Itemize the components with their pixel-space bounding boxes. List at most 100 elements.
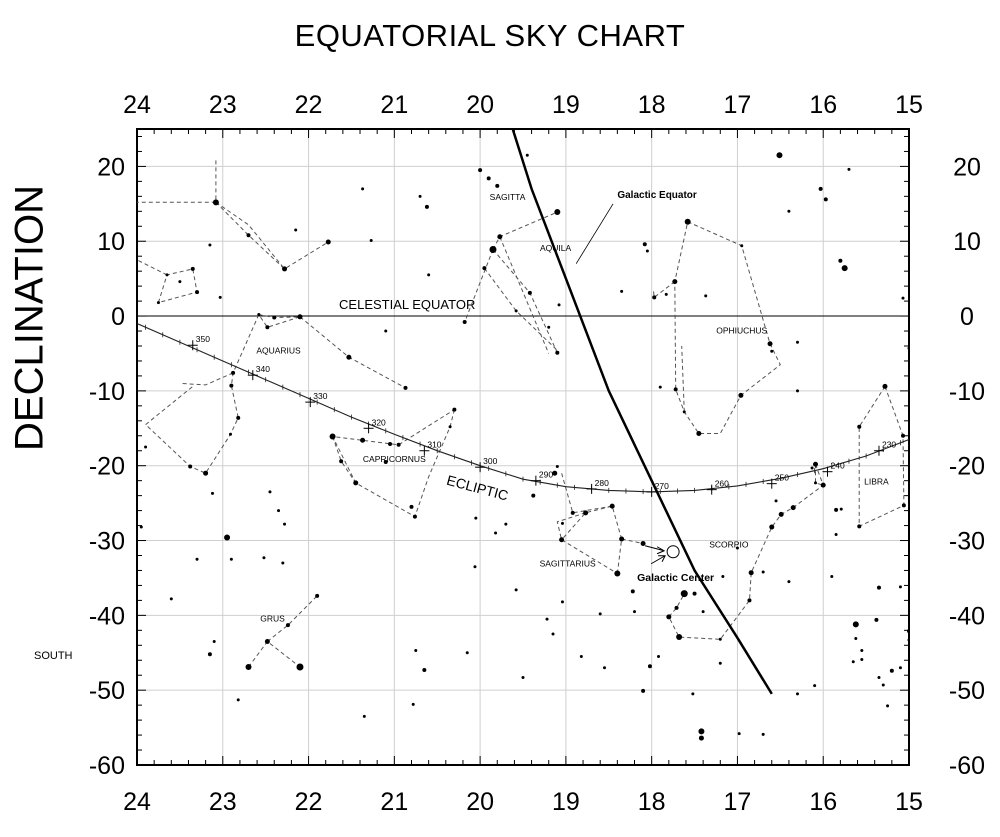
star [672,279,678,285]
star [774,499,778,503]
x-tick-label-bottom: 24 [123,788,151,816]
star [761,732,765,736]
ecliptic-marker-label: 340 [256,364,270,374]
star [682,410,686,414]
star [208,243,212,247]
star [396,442,401,447]
constellation-line [560,505,623,574]
constellation-line [815,464,824,486]
star [877,675,881,679]
star [218,295,222,299]
star [360,437,366,443]
star [560,521,564,525]
star [795,389,799,393]
x-tick-label-top: 24 [123,91,151,119]
star [178,280,182,284]
ecliptic-marker-label: 330 [313,391,327,401]
star [900,433,905,438]
y-tick-label-left: 20 [97,153,125,181]
galactic-equator-leader [575,203,614,264]
star [814,481,818,485]
star [795,692,799,696]
ecliptic-marker-label: 270 [655,481,669,491]
star [810,466,814,470]
star [272,315,277,320]
star [769,524,775,530]
x-tick-label-top: 17 [724,91,752,119]
star [525,153,529,157]
constellation-line [215,201,329,270]
constellation-line [215,201,285,270]
x-tick-label-bottom: 23 [209,788,237,816]
star [282,266,288,272]
star [658,385,662,389]
star [353,480,359,486]
star [165,273,169,277]
x-tick-label-top: 15 [895,91,923,119]
star [229,557,233,561]
star [841,265,848,272]
constellation-label: CAPRICORNUS [363,454,426,464]
constellation-line [157,268,198,304]
x-tick-label-bottom: 15 [895,788,923,816]
constellation-label: AQUARIUS [256,345,301,355]
constellation-label: SAGITTA [490,192,526,202]
star [285,623,290,628]
constellation-line [616,538,644,574]
star [495,183,500,188]
star [296,663,304,671]
star [666,614,672,620]
star [362,714,366,718]
star [907,638,909,642]
star [560,600,564,604]
constellation-line [332,436,357,484]
star [554,209,561,216]
plot-content: CELESTIAL EQUATOR 350 340 330 320 310 300 290 28… [137,129,909,741]
star [531,493,536,498]
star [851,660,855,664]
x-tick-label-top: 22 [295,91,323,119]
star [144,445,148,449]
constellation-line [179,372,234,386]
y-tick-label-left: -40 [89,602,125,630]
star [876,585,881,590]
star [414,649,418,653]
star [559,537,565,543]
star [834,507,839,512]
y-tick-label-right: -30 [949,528,985,556]
constellation-line [483,267,560,353]
star [265,325,270,330]
star [767,341,773,347]
star [203,470,209,476]
y-tick-label-right: 0 [960,303,974,331]
star [452,407,457,412]
star [704,294,708,298]
star [676,634,683,641]
star [139,525,143,529]
star [673,387,678,392]
star [696,431,702,437]
star [384,329,388,333]
star [852,621,859,628]
star [860,657,864,661]
star [156,301,160,305]
ecliptic-marker-label: 310 [427,440,441,450]
star [602,666,606,670]
x-tick-label-top: 16 [809,91,837,119]
star [680,590,688,598]
star [735,546,739,550]
y-tick-label-right: 20 [953,153,981,181]
x-tick-label-top: 18 [638,91,666,119]
star [236,698,240,702]
x-tick-label-top: 20 [466,91,494,119]
galactic-center-arrow [650,555,666,565]
star [570,510,575,515]
star [830,574,834,578]
star [497,234,503,240]
star [262,556,266,560]
star [547,325,551,329]
y-tick-label-right: -20 [949,453,985,481]
star [698,728,705,735]
star [898,585,902,589]
